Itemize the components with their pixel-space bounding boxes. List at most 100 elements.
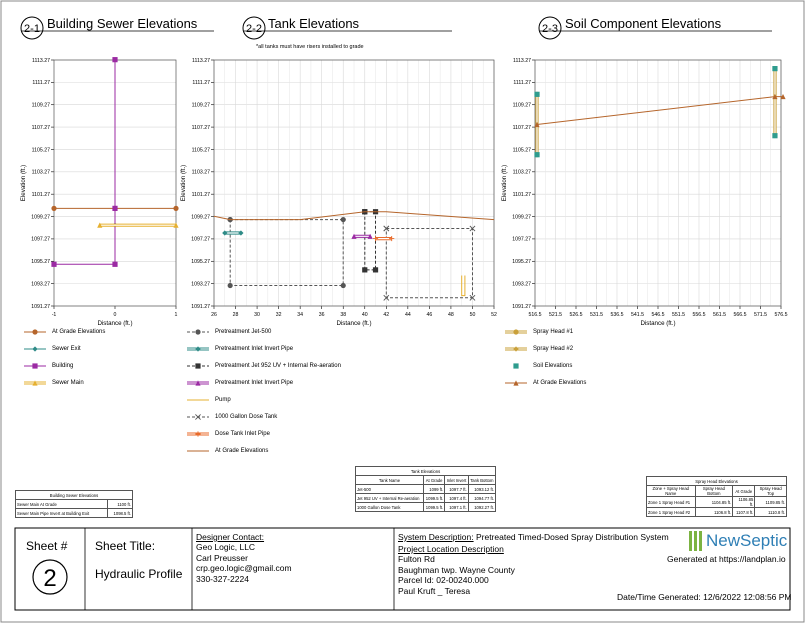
x-tick-label: 551.5: [672, 312, 685, 318]
x-tick-label: 541.5: [631, 312, 644, 318]
y-axis-label: Elevation (ft.): [180, 165, 187, 201]
generated-link[interactable]: Generated at https://landplan.io: [667, 554, 786, 564]
data-point: [340, 216, 346, 223]
legend-swatch: [187, 363, 209, 369]
table-header: Zone + Spray Head Name: [646, 485, 696, 497]
data-point: [383, 294, 390, 301]
x-tick-label: 516.5: [529, 312, 542, 318]
table-header-row: Tank Name At Grade Inlet Invert Tank Bottom: [354, 475, 497, 485]
y-tick-label: 1109.27: [32, 103, 50, 109]
series-5: [383, 225, 476, 301]
data-point: [173, 222, 179, 228]
y-tick-label: 1111.27: [513, 80, 531, 86]
table-cell: 1093.12 ft.: [467, 484, 497, 494]
table-cell: 1106.8 ft.: [694, 507, 734, 517]
table-cell: Zone 1 Spray Head #1: [646, 496, 696, 508]
panel-header-2-2: 2-2 Tank Elevations *all tanks must have…: [242, 16, 452, 50]
legend-swatch: [513, 363, 519, 369]
tank-elevations-table: Tank Elevations Tank Name At Grade Inlet I…: [354, 466, 497, 512]
legend-swatch: [505, 346, 527, 352]
location-line: Paul Kruft _ Teresa: [398, 585, 471, 596]
spray-head-table: Spray Head Elevations Zone + Spray Head …: [646, 476, 787, 517]
table-cell: 1104.85 ft.: [694, 496, 734, 508]
data-point: [772, 133, 778, 139]
y-tick-label: 1093.27: [512, 281, 531, 287]
legend-marker: [195, 346, 201, 352]
data-point: [534, 121, 540, 128]
legend-marker: [32, 346, 38, 352]
newseptic-logo-icon: [689, 531, 702, 551]
legend-label: Pump: [215, 397, 231, 403]
y-tick-label: 1095.27: [512, 259, 531, 265]
data-point: [238, 230, 244, 236]
x-tick-label: 526.5: [570, 312, 583, 318]
data-point: [383, 225, 390, 232]
data-point: [469, 294, 476, 301]
table-title: Spray Head Elevations: [646, 476, 787, 486]
x-tick-label: 556.5: [693, 312, 706, 318]
x-tick-label: 38: [340, 312, 346, 318]
y-tick-label: 1093.27: [31, 281, 50, 287]
x-tick-label: 536.5: [611, 312, 624, 318]
x-tick-label: 0: [114, 312, 117, 318]
series-3: [534, 93, 786, 128]
legend-label: Pretreatment Jet 952 UV + Internal Re-ae…: [215, 363, 341, 369]
location-heading: Project Location Description: [398, 544, 504, 554]
panel-title: Building Sewer Elevations: [47, 16, 198, 31]
table-header: At Grade: [732, 485, 756, 497]
series-7: [213, 211, 495, 221]
y-tick-label: 1101.27: [32, 192, 50, 198]
legend-label: Spray Head #2: [533, 346, 574, 352]
series-2: [51, 57, 118, 267]
y-tick-label: 1097.27: [31, 237, 50, 243]
data-point: [112, 57, 118, 63]
x-tick-label: 46: [426, 312, 432, 318]
legend-label: Sewer Exit: [52, 346, 81, 352]
table-cell: 1094.77 ft.: [467, 493, 497, 503]
legend-marker: [513, 329, 519, 335]
brand-name: NewSeptic: [706, 531, 788, 550]
y-tick-label: 1109.27: [192, 103, 210, 109]
legend-swatch: [24, 380, 46, 386]
tank-note: *all tanks must have risers installed to…: [256, 44, 364, 50]
data-point: [112, 261, 118, 267]
legend-swatch: [187, 346, 209, 352]
legend-swatch: [24, 329, 46, 335]
legend-swatch: [187, 399, 209, 401]
y-tick-label: 1107.27: [32, 125, 50, 131]
designer-line: crp.geo.logic@gmail.com: [196, 563, 292, 573]
legend-swatch: [187, 329, 209, 335]
table-cell: 1109.85 ft.: [754, 496, 787, 508]
legend-marker: [513, 380, 519, 386]
table-cell: 1107.8 ft.: [732, 507, 756, 517]
x-tick-label: 561.5: [713, 312, 726, 318]
panel-title: Tank Elevations: [268, 16, 360, 31]
data-point: [534, 91, 540, 97]
y-tick-label: 1105.27: [32, 147, 50, 153]
legend-marker: [32, 329, 38, 335]
data-point: [227, 282, 233, 289]
table-header: Spray Head Bottom: [694, 485, 734, 497]
panel-number: 2-1: [24, 23, 40, 35]
data-point: [367, 233, 373, 239]
y-tick-label: 1111.27: [192, 80, 210, 86]
series-line: [54, 59, 116, 265]
legend-marker: [195, 380, 201, 386]
y-tick-label: 1091.27: [512, 304, 531, 310]
x-tick-label: 50: [470, 312, 476, 318]
table-cell: Jet 952 UV + Internal Re-aeration: [354, 493, 425, 503]
data-point: [362, 267, 368, 273]
legend-swatch: [187, 380, 209, 386]
table-header: At Grade: [423, 475, 446, 485]
table-row: Zone 1 Spray Head #2 1106.8 ft. 1107.8 ft.…: [646, 507, 787, 517]
legend-label: 1000 Gallon Dose Tank: [215, 414, 278, 420]
series-6: [372, 235, 395, 242]
x-tick-label: 546.5: [652, 312, 665, 318]
generated-date: Date/Time Generated: 12/6/2022 12:08:56 …: [617, 592, 792, 602]
data-point: [222, 230, 228, 236]
series-2: [534, 66, 778, 158]
legend-marker: [32, 363, 38, 369]
designer-heading: Designer Contact:: [196, 532, 265, 542]
y-tick-label: 1107.27: [192, 125, 210, 131]
